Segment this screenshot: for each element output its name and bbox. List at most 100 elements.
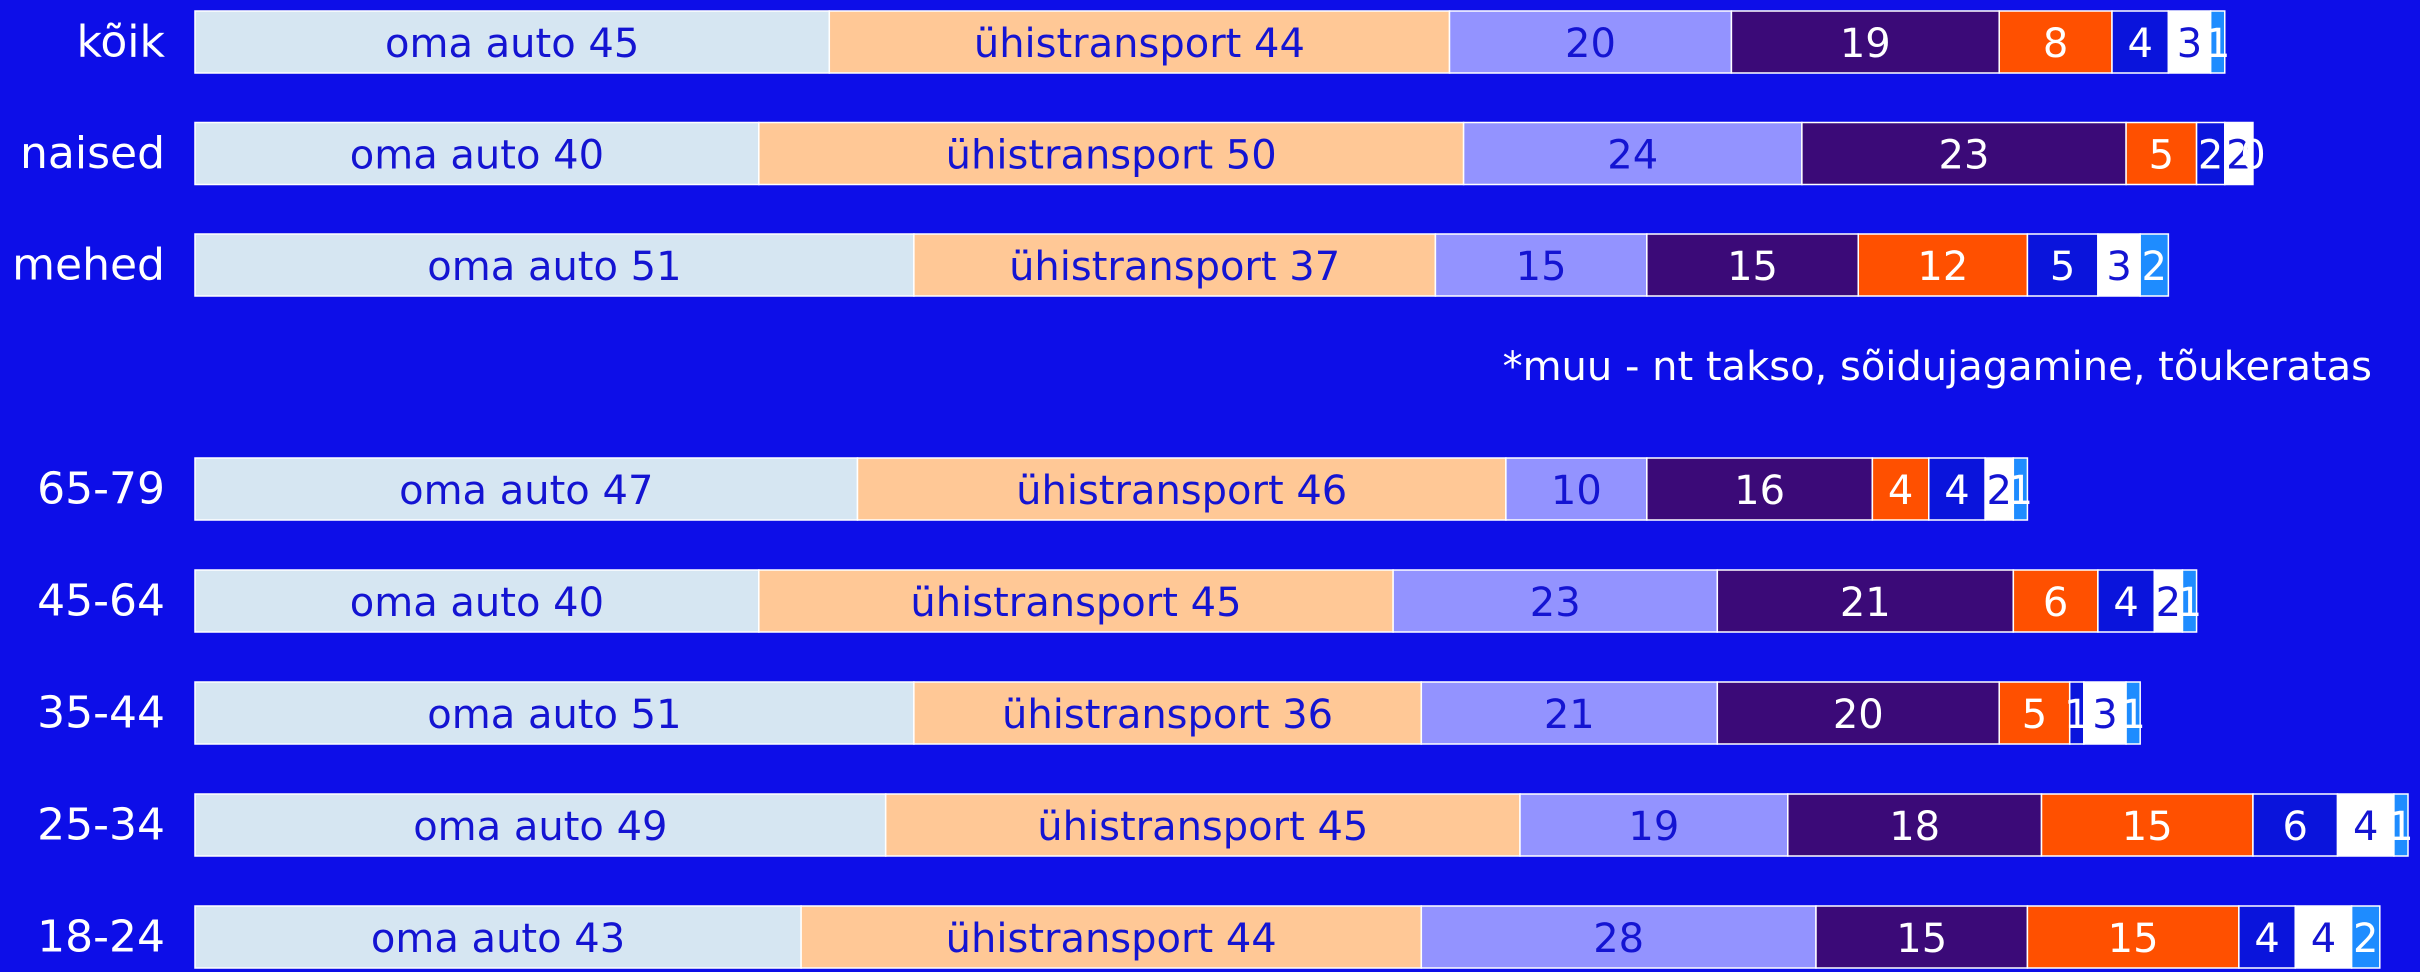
bar-segment — [1462, 121, 1803, 186]
value-label: 4 — [2311, 916, 2336, 962]
value-label: 5 — [2050, 244, 2075, 290]
value-label: 0 — [2240, 133, 2265, 179]
row-label: kõik — [76, 17, 165, 68]
bar-segment — [758, 569, 1394, 633]
value-label: 1 — [2205, 21, 2230, 67]
bar-segment — [1801, 121, 2127, 186]
bar-segment — [194, 569, 760, 633]
value-label: 23 — [1530, 580, 1581, 626]
value-label: oma auto 40 — [350, 580, 604, 626]
bar-segment — [1448, 10, 1733, 74]
value-label: ühistransport 44 — [946, 916, 1277, 962]
value-label: 6 — [2283, 804, 2308, 850]
bar-segment — [1716, 681, 2000, 745]
value-label: 21 — [1840, 580, 1891, 626]
value-label: ühistransport 37 — [1009, 244, 1340, 290]
bar-segment — [1646, 233, 1860, 297]
bar-segment — [1434, 233, 1648, 297]
row-label: mehed — [12, 240, 165, 291]
bar-segment — [2111, 10, 2170, 74]
value-label: 24 — [1607, 133, 1658, 179]
bar-segment — [2125, 121, 2198, 186]
bar-segment — [913, 681, 1423, 745]
value-label: oma auto 49 — [413, 804, 667, 850]
bar-segment — [1420, 905, 1817, 969]
row-label: naised — [20, 128, 165, 179]
value-label: 4 — [1944, 468, 1969, 514]
value-label: 1 — [2008, 468, 2033, 514]
value-label: 12 — [1917, 244, 1968, 290]
value-label: 6 — [2043, 580, 2068, 626]
value-label: oma auto 45 — [385, 21, 639, 67]
bar-segment — [194, 10, 831, 74]
bar-segment — [856, 457, 1507, 521]
bar-segment — [194, 121, 760, 186]
value-label: oma auto 43 — [371, 916, 625, 962]
value-label: 18 — [1889, 804, 1940, 850]
bar-segment — [2040, 793, 2254, 857]
value-label: 20 — [1565, 21, 1616, 67]
bar-segment — [1392, 569, 1719, 633]
bar-segment — [2238, 905, 2296, 969]
bar-segment — [2167, 10, 2212, 74]
bar-segment — [2209, 10, 2226, 74]
bar-segment — [2153, 569, 2184, 633]
row-label: 35-44 — [37, 688, 165, 739]
bar-segment — [2181, 569, 2198, 633]
value-label: oma auto 47 — [399, 468, 653, 514]
value-label: ühistransport 36 — [1002, 692, 1333, 738]
bar-segment — [828, 10, 1451, 74]
value-label: 1 — [2388, 804, 2413, 850]
value-label: 2 — [2198, 133, 2223, 179]
value-label: 1 — [2177, 580, 2202, 626]
bar-segment — [2195, 121, 2226, 186]
value-label: 19 — [1840, 21, 1891, 67]
bar-segment — [2012, 457, 2029, 521]
value-label: 5 — [2149, 133, 2174, 179]
value-label: 15 — [1516, 244, 1567, 290]
value-label: 23 — [1939, 133, 1990, 179]
bar-segment — [1928, 457, 1986, 521]
value-label: oma auto 51 — [427, 244, 681, 290]
bar-segment — [2224, 121, 2254, 186]
bar-segment — [2097, 569, 2156, 633]
bar-segment — [1871, 457, 1930, 521]
row-label: 25-34 — [37, 800, 165, 851]
value-label: 3 — [2177, 21, 2202, 67]
value-label: 3 — [2092, 692, 2117, 738]
row-label: 45-64 — [37, 576, 165, 627]
value-label: 19 — [1628, 804, 1679, 850]
bar-segment — [1716, 569, 2015, 633]
value-label: 21 — [1544, 692, 1595, 738]
value-label: 3 — [2106, 244, 2131, 290]
value-label: 15 — [2122, 804, 2173, 850]
bar-segment — [194, 793, 887, 857]
value-label: 15 — [1896, 916, 1947, 962]
value-label: ühistransport 45 — [1037, 804, 1368, 850]
bar-segment — [2139, 233, 2170, 297]
bar-segment — [1998, 10, 2113, 74]
value-label: 2 — [2226, 133, 2251, 179]
value-label: 4 — [2254, 916, 2279, 962]
bar-segment — [800, 905, 1423, 969]
bar-segment — [758, 121, 1465, 186]
bar-segment — [2393, 793, 2409, 857]
bar-segment — [1420, 681, 1719, 745]
value-label: 10 — [1551, 468, 1602, 514]
value-label: 2 — [2142, 244, 2167, 290]
bar-segment — [1984, 457, 2015, 521]
value-label: ühistransport 44 — [974, 21, 1305, 67]
value-label: 2 — [2156, 580, 2181, 626]
note: *muu - nt takso, sõidujagamine, tõukerat… — [1503, 344, 2372, 390]
bar-segment — [1787, 793, 2043, 857]
value-label: ühistransport 45 — [910, 580, 1241, 626]
value-label: 1 — [2120, 692, 2145, 738]
value-label: 8 — [2043, 21, 2068, 67]
bar-segment — [2026, 905, 2240, 969]
value-label: 28 — [1593, 916, 1644, 962]
value-label: 15 — [2108, 916, 2159, 962]
value-label: 4 — [2127, 21, 2152, 67]
bar-segment — [2350, 905, 2381, 969]
row-label: 65-79 — [37, 464, 165, 515]
